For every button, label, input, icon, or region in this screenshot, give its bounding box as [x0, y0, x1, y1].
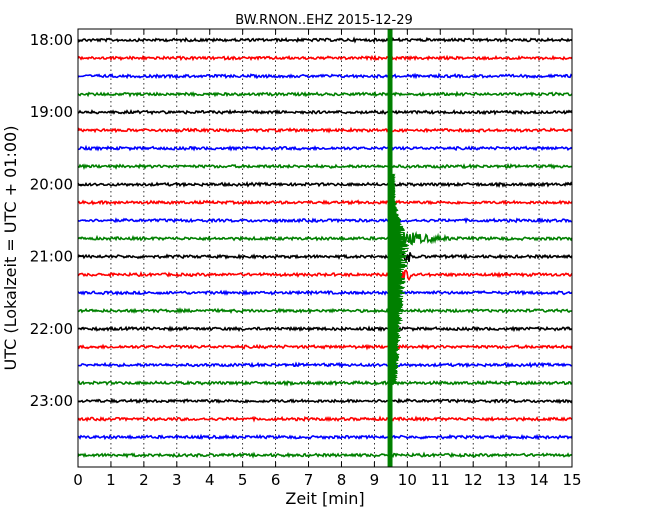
trace-2015 — [77, 199, 573, 206]
trace-2030 — [77, 217, 573, 225]
trace-1800 — [77, 36, 573, 44]
trace-2000 — [77, 180, 573, 189]
x-tick-label: 1 — [106, 471, 116, 489]
trace-2100 — [77, 249, 573, 265]
x-tick-label: 3 — [172, 471, 182, 489]
event-envelope — [390, 173, 410, 383]
trace-2130 — [77, 289, 573, 297]
chart-title: BW.RNON..EHZ 2015-12-29 — [235, 13, 413, 28]
trace-2315 — [77, 415, 573, 423]
trace-2200 — [77, 325, 573, 333]
x-tick-label: 8 — [337, 471, 347, 489]
trace-1930 — [77, 144, 573, 152]
trace-2300 — [77, 397, 573, 405]
trace-2215 — [77, 343, 573, 351]
x-tick-label: 14 — [530, 471, 549, 489]
x-tick-label: 11 — [431, 471, 450, 489]
y-tick-label: 20:00 — [30, 175, 73, 193]
x-tick-label: 13 — [497, 471, 516, 489]
trace-1845 — [77, 90, 573, 98]
grid — [110, 29, 540, 467]
x-tick-label: 7 — [304, 471, 314, 489]
trace-1830 — [77, 72, 573, 80]
y-tick-label: 22:00 — [30, 320, 73, 338]
event-band — [387, 29, 393, 467]
trace-2145 — [77, 307, 573, 315]
y-tick-label: 18:00 — [30, 31, 73, 49]
y-tick-label: 21:00 — [30, 248, 73, 266]
x-tick-label: 2 — [139, 471, 149, 489]
x-axis-label: Zeit [min] — [285, 489, 364, 508]
trace-1815 — [77, 54, 573, 62]
x-tick-label: 12 — [464, 471, 483, 489]
x-tick-label: 4 — [205, 471, 215, 489]
trace-2115 — [77, 269, 573, 282]
earthquake-signal — [387, 29, 410, 467]
y-axis-label: UTC (Lokalzeit = UTC + 01:00) — [1, 126, 20, 371]
trace-2330 — [77, 433, 573, 441]
trace-2045 — [77, 230, 573, 249]
trace-1915 — [77, 126, 573, 134]
trace-2230 — [77, 361, 573, 369]
trace-1900 — [77, 108, 573, 116]
x-tick-label: 6 — [271, 471, 281, 489]
x-tick-label: 15 — [562, 471, 581, 489]
x-tick-label: 5 — [238, 471, 248, 489]
y-tick-label: 19:00 — [30, 103, 73, 121]
trace-2345 — [77, 451, 573, 459]
x-tick-label: 9 — [370, 471, 380, 489]
trace-2245 — [77, 379, 573, 387]
y-tick-label: 23:00 — [30, 392, 73, 410]
axis-ticks: 0 1 2 3 4 5 6 7 8 9 10 11 12 13 14 1518:0019:0020:0021:… — [30, 29, 582, 489]
trace-1945 — [77, 162, 573, 170]
x-tick-label: 10 — [398, 471, 417, 489]
traces — [77, 36, 573, 459]
x-tick-label: 0 — [73, 471, 83, 489]
plot-frame — [77, 28, 573, 468]
